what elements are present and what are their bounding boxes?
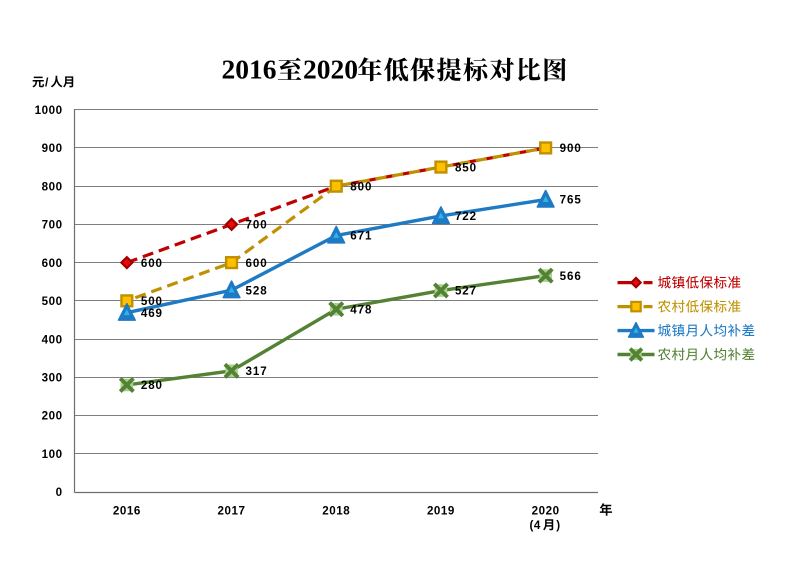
svg-text:2017: 2017 bbox=[218, 504, 246, 517]
svg-text:850: 850 bbox=[455, 161, 477, 174]
svg-text:2018: 2018 bbox=[322, 504, 350, 517]
svg-text:2016: 2016 bbox=[113, 504, 141, 517]
svg-text:469: 469 bbox=[141, 307, 163, 320]
svg-text:(4: (4 bbox=[530, 519, 541, 532]
svg-text:2019: 2019 bbox=[427, 504, 455, 517]
svg-text:600: 600 bbox=[141, 257, 163, 270]
svg-text:722: 722 bbox=[455, 210, 477, 223]
svg-text:2020: 2020 bbox=[532, 504, 560, 517]
svg-text:280: 280 bbox=[141, 379, 163, 392]
svg-text:671: 671 bbox=[350, 230, 372, 243]
svg-text:1000: 1000 bbox=[35, 104, 63, 117]
svg-text:2016: 2016 bbox=[222, 54, 277, 85]
svg-text:600: 600 bbox=[246, 257, 268, 270]
svg-text:100: 100 bbox=[42, 448, 63, 461]
svg-text:400: 400 bbox=[42, 333, 63, 346]
svg-text:700: 700 bbox=[42, 219, 63, 232]
svg-text:478: 478 bbox=[350, 303, 372, 316]
svg-text:700: 700 bbox=[246, 219, 268, 232]
svg-text:765: 765 bbox=[560, 194, 582, 207]
svg-text:900: 900 bbox=[42, 142, 63, 155]
svg-text:500: 500 bbox=[42, 295, 63, 308]
svg-text:300: 300 bbox=[42, 372, 63, 385]
svg-text:500: 500 bbox=[141, 295, 163, 308]
svg-text:566: 566 bbox=[560, 270, 582, 283]
svg-text:0: 0 bbox=[56, 486, 63, 499]
svg-text:900: 900 bbox=[560, 142, 582, 155]
svg-text:/: / bbox=[45, 75, 49, 89]
svg-text:800: 800 bbox=[42, 180, 63, 193]
svg-text:528: 528 bbox=[246, 284, 268, 297]
svg-text:): ) bbox=[556, 519, 560, 532]
svg-text:200: 200 bbox=[42, 410, 63, 423]
svg-text:800: 800 bbox=[350, 180, 372, 193]
svg-text:2020: 2020 bbox=[303, 54, 358, 85]
svg-text:317: 317 bbox=[246, 365, 268, 378]
svg-text:527: 527 bbox=[455, 285, 477, 298]
svg-text:600: 600 bbox=[42, 257, 63, 270]
